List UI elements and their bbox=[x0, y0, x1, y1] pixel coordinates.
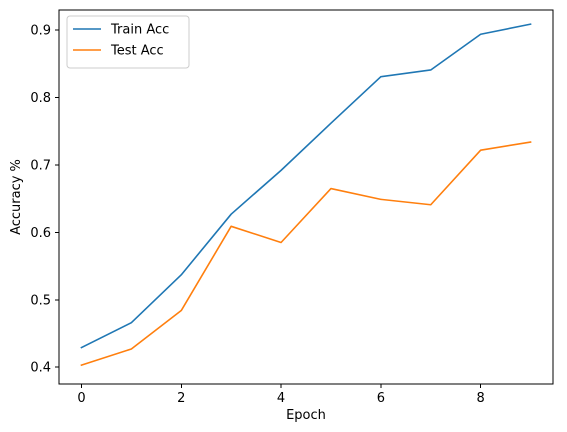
y-tick-label: 0.7 bbox=[30, 158, 51, 173]
y-tick-label: 0.8 bbox=[30, 91, 51, 106]
y-axis-ticks: 0.4 0.5 0.6 0.7 0.8 0.9 bbox=[30, 24, 59, 376]
x-tick-label: 8 bbox=[477, 391, 485, 406]
y-tick-label: 0.5 bbox=[30, 293, 51, 308]
legend-label: Train Acc bbox=[110, 23, 169, 38]
x-tick-label: 0 bbox=[77, 391, 85, 406]
y-tick-label: 0.9 bbox=[30, 24, 51, 39]
x-axis-label: Epoch bbox=[286, 408, 326, 423]
x-tick-label: 6 bbox=[377, 391, 385, 406]
y-axis-label: Accuracy % bbox=[9, 159, 24, 235]
legend-label: Test Acc bbox=[110, 44, 164, 59]
series-line-test-acc bbox=[80, 141, 532, 367]
x-tick-label: 4 bbox=[277, 391, 285, 406]
legend: Train Acc Test Acc bbox=[66, 15, 190, 69]
series-line-train-acc bbox=[80, 23, 532, 349]
y-tick-label: 0.6 bbox=[30, 226, 51, 241]
y-tick-label: 0.4 bbox=[30, 361, 51, 376]
axes-frame bbox=[58, 9, 554, 385]
plot-area bbox=[58, 9, 554, 385]
x-axis-ticks: 0 2 4 6 8 bbox=[77, 384, 485, 406]
x-tick-label: 2 bbox=[177, 391, 185, 406]
series-layer bbox=[80, 23, 532, 367]
